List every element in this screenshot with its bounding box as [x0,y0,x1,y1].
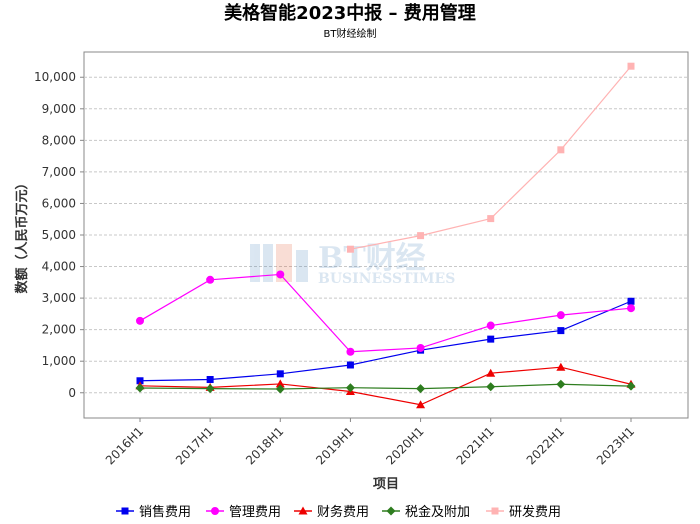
y-axis-title: 数额（人民币万元） [14,176,30,293]
data-point [486,382,496,392]
data-point [416,343,425,352]
legend-label: 税金及附加 [405,504,470,520]
series-line [139,300,632,382]
watermark-text-2: BUSINESSTIMES [318,271,455,287]
legend-label: 管理费用 [229,505,281,520]
data-point [205,384,215,394]
data-point [416,384,426,394]
data-point [486,321,495,330]
y-axis-ticks: 0 1,000 2,000 3,000 4,000 5,000 6,000 7,000 8,00… [34,70,84,400]
data-point [627,297,635,305]
legend-item: 研发费用 [486,504,561,520]
legend-item: 销售费用 [116,504,191,520]
legend-label: 财务费用 [317,504,369,520]
data-point [556,311,565,320]
legend-item: 税金及附加 [382,504,470,520]
legend-marker [211,507,219,515]
data-point [136,377,144,385]
data-point [557,146,565,154]
legend-marker [491,507,499,515]
chart-title: 美格智能2023中报 – 费用管理 [224,2,476,24]
x-tick-label: 2023H1 [594,424,637,467]
x-axis-title: 项目 [373,477,399,492]
x-tick-label: 2022H1 [524,424,567,467]
data-point [275,379,285,388]
data-point [346,245,354,253]
y-tick-label: 3,000 [42,291,76,305]
chart-subtitle: BT财经绘制 [324,27,377,40]
y-tick-label: 10,000 [34,70,76,84]
legend-item: 管理费用 [206,505,281,520]
data-point [556,362,566,371]
series-5 [346,62,635,253]
legend-label: 研发费用 [509,504,561,520]
watermark-logo: BT财经 BUSINESSTIMES [250,241,455,287]
data-point [276,370,284,378]
series-4 [135,379,636,394]
data-point [135,383,145,393]
data-point [627,304,635,313]
y-tick-label: 9,000 [42,102,76,116]
data-point [556,379,566,389]
y-tick-label: 2,000 [42,323,76,337]
data-point [627,62,635,70]
x-tick-label: 2018H1 [243,424,286,467]
series-line [139,383,632,390]
x-tick-label: 2020H1 [383,424,426,467]
legend-marker [386,506,396,516]
y-tick-label: 8,000 [42,133,76,147]
data-point [346,347,355,356]
data-point [416,400,426,409]
legend-item: 财务费用 [294,504,369,520]
legend-marker [298,506,308,515]
y-tick-label: 5,000 [42,228,76,242]
data-point [487,335,495,343]
data-point [626,381,636,391]
x-tick-label: 2019H1 [313,424,356,467]
legend-marker [121,507,129,515]
y-tick-label: 1,000 [42,354,76,368]
x-tick-label: 2016H1 [103,424,146,467]
series-line [139,366,632,406]
data-point [276,270,285,279]
series-line [139,273,632,353]
grid [84,76,688,394]
y-tick-label: 0 [68,386,76,400]
x-tick-label: 2017H1 [173,424,216,467]
data-point [275,384,285,394]
y-tick-label: 6,000 [42,196,76,210]
y-tick-label: 7,000 [42,165,76,179]
data-point [487,215,495,223]
data-point [206,376,214,384]
series-2 [136,270,635,356]
legend-label: 销售费用 [139,504,191,520]
x-tick-label: 2021H1 [454,424,497,467]
data-point [417,232,425,240]
y-tick-label: 4,000 [42,260,76,274]
data-point [206,275,215,284]
data-point [346,361,354,369]
data-point [486,368,496,377]
legend: 销售费用 管理费用 财务费用 税金及附加 研发费用 [116,504,561,520]
x-axis-ticks: 2016H1 2017H1 2018H1 2019H1 2020H1 2021H1 2022… [103,418,637,467]
watermark-text-1: BT财经 [318,241,426,276]
data-point [136,316,144,325]
data-point [557,327,565,335]
series-layer [135,62,636,409]
data-point [345,383,355,393]
